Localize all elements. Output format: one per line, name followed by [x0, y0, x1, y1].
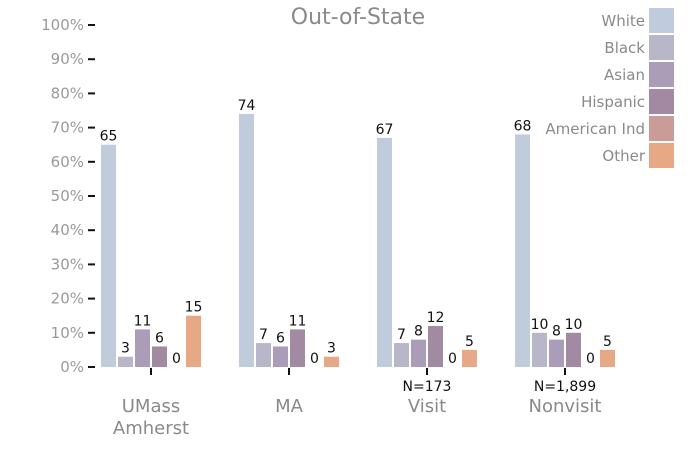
data-label: 6 — [276, 330, 285, 346]
y-tick-label: 70% — [51, 119, 84, 137]
bar-white — [101, 144, 116, 367]
data-label: 15 — [185, 300, 203, 316]
data-label: 5 — [465, 334, 474, 350]
data-label: 5 — [603, 334, 612, 350]
data-label: 0 — [586, 351, 595, 367]
bar-black — [118, 356, 133, 367]
legend-swatch-american-ind — [649, 116, 674, 141]
bar-asian — [549, 339, 564, 367]
bar-hispanic — [566, 332, 581, 367]
bar-asian — [411, 339, 426, 367]
category-label: Visit — [408, 396, 446, 417]
category-label: UMass — [122, 396, 181, 417]
bar-white — [239, 113, 254, 367]
bar-black — [532, 332, 547, 367]
bar-asian — [135, 329, 150, 367]
legend-swatch-white — [649, 8, 674, 33]
data-label: 74 — [238, 98, 256, 114]
y-tick-label: 10% — [51, 324, 84, 342]
data-label: 6 — [155, 330, 164, 346]
bar-black — [256, 343, 271, 367]
data-label: 11 — [289, 313, 307, 329]
y-tick-label: 90% — [51, 50, 84, 68]
bar-other — [186, 315, 201, 367]
legend-swatch-asian — [649, 62, 674, 87]
y-tick-label: 80% — [51, 84, 84, 102]
legend-label: American Ind — [545, 120, 645, 138]
bar-hispanic — [428, 325, 443, 367]
legend-swatch-hispanic — [649, 89, 674, 114]
data-label: 3 — [327, 341, 336, 357]
bar-hispanic — [290, 329, 305, 367]
legend-label: Other — [602, 147, 645, 165]
legend-label: Asian — [604, 66, 645, 84]
legend-label: White — [601, 12, 645, 30]
legend-swatch-other — [649, 143, 674, 168]
bar-hispanic — [152, 346, 167, 367]
data-label: 3 — [121, 341, 130, 357]
data-label: 0 — [310, 351, 319, 367]
y-tick-label: 100% — [41, 16, 84, 34]
y-tick-label: 40% — [51, 221, 84, 239]
bar-other — [462, 349, 477, 367]
data-label: 10 — [531, 317, 549, 333]
y-tick-label: 60% — [51, 153, 84, 171]
bar-other — [324, 356, 339, 367]
data-label: 65 — [100, 129, 118, 145]
legend-label: Black — [604, 39, 645, 57]
data-label: 11 — [134, 313, 152, 329]
data-label: 7 — [259, 327, 268, 343]
bar-black — [394, 343, 409, 367]
y-tick-label: 20% — [51, 290, 84, 308]
data-label: 12 — [427, 310, 445, 326]
y-tick-label: 50% — [51, 187, 84, 205]
data-label: 0 — [448, 351, 457, 367]
bar-white — [515, 134, 530, 367]
bar-asian — [273, 346, 288, 367]
data-label: 67 — [376, 122, 394, 138]
category-label: Amherst — [113, 418, 189, 439]
data-label: 0 — [172, 351, 181, 367]
category-note: N=1,899 — [534, 379, 596, 395]
data-label: 10 — [565, 317, 583, 333]
data-label: 8 — [552, 324, 561, 340]
legend-swatch-black — [649, 35, 674, 60]
data-label: 7 — [397, 327, 406, 343]
chart-title: Out-of-State — [291, 5, 425, 30]
bar-other — [600, 349, 615, 367]
category-label: MA — [275, 396, 304, 417]
data-label: 8 — [414, 324, 423, 340]
legend-label: Hispanic — [581, 93, 645, 111]
bar-white — [377, 137, 392, 367]
y-tick-label: 30% — [51, 255, 84, 273]
y-tick-label: 0% — [60, 358, 84, 376]
category-label: Nonvisit — [529, 396, 602, 417]
category-note: N=173 — [403, 379, 452, 395]
data-label: 68 — [514, 118, 532, 134]
